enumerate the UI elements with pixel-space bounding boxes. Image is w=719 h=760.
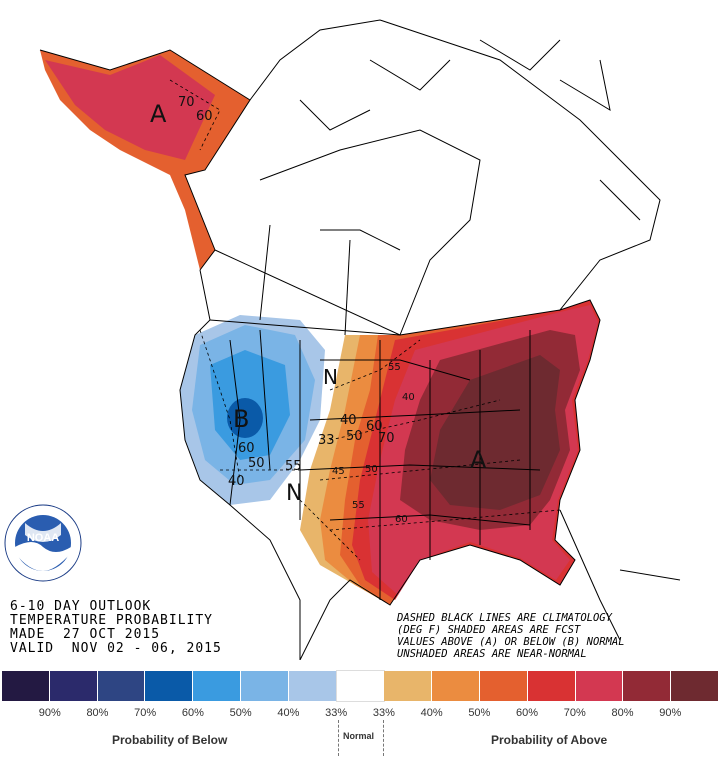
legend-swatch <box>384 671 433 701</box>
legend-percent-label: 80% <box>86 707 109 719</box>
alaska-label-70: 70 <box>178 95 195 110</box>
legend-swatch <box>193 671 241 701</box>
outlook-line1: 6-10 DAY OUTLOOK <box>10 599 152 614</box>
legend-color-bar <box>2 670 718 702</box>
west-below-region <box>180 315 325 505</box>
south-label-55: 55 <box>352 500 365 511</box>
legend-percent-label: 60% <box>516 707 539 719</box>
below-caption: Probability of Below <box>112 733 228 747</box>
noaa-logo-text: NOAA <box>27 532 59 544</box>
alaska-above-marker: A <box>150 100 167 128</box>
alaska-label-60: 60 <box>196 109 213 124</box>
outlook-line2: TEMPERATURE PROBABILITY <box>10 613 214 628</box>
map-labels: A 70 60 B 60 50 40 55 N N 40 33 50 60 70… <box>150 95 487 525</box>
note-line3: VALUES ABOVE (A) OR BELOW (B) NORMAL <box>397 636 625 648</box>
legend-percent-label: 50% <box>468 707 491 719</box>
west-label-55: 55 <box>285 459 302 474</box>
near-normal-n1: N <box>323 365 338 389</box>
mid-label-40: 40 <box>340 413 357 428</box>
legend-swatch <box>97 671 146 701</box>
mid-label-70: 70 <box>378 431 395 446</box>
mid-label-33: 33 <box>318 433 335 448</box>
legend-swatch <box>623 671 672 701</box>
legend-percent-label: 33% <box>325 707 348 719</box>
note-line4: UNSHADED AREAS ARE NEAR-NORMAL <box>397 648 587 660</box>
legend-swatch <box>432 671 480 701</box>
legend-swatch <box>479 671 528 701</box>
legend-percent-labels: 90% 80% 70% 60% 50% 40% 33% 33% 40% 50% 60% 70% 80% 9… <box>2 707 718 719</box>
south-label-60: 60 <box>395 514 408 525</box>
outlook-line4: VALID NOV 02 - 06, 2015 <box>10 641 222 656</box>
east-label-40: 40 <box>402 392 415 403</box>
outlook-map: A 70 60 B 60 50 40 55 N N 40 33 50 60 70… <box>4 19 681 660</box>
normal-separator-right <box>383 720 384 756</box>
near-normal-n2: N <box>286 481 302 506</box>
above-marker: A <box>470 446 487 474</box>
legend-swatch <box>527 671 576 701</box>
normal-caption: Normal <box>343 731 375 741</box>
legend-percent-label: 50% <box>229 707 252 719</box>
legend-percent-label: 90% <box>38 707 61 719</box>
east-label-55: 55 <box>388 362 401 373</box>
legend-swatch <box>671 671 718 701</box>
legend-swatch <box>335 670 386 702</box>
west-label-50: 50 <box>248 456 265 471</box>
legend-percent-label: 33% <box>372 707 395 719</box>
legend-percent-label: 70% <box>134 707 157 719</box>
climatology-lines <box>169 79 561 561</box>
legend-notes: DASHED BLACK LINES ARE CLIMATOLOGY (DEG … <box>397 612 625 660</box>
west-label-40: 40 <box>228 474 245 489</box>
legend-percent-label: 90% <box>659 707 682 719</box>
legend-swatch <box>575 671 624 701</box>
note-line2: (DEG F) SHADED AREAS ARE FCST <box>397 624 581 636</box>
alaska-above-region <box>40 50 250 270</box>
boundaries <box>39 19 681 660</box>
above-caption: Probability of Above <box>491 733 608 747</box>
legend-percent-label: 40% <box>420 707 443 719</box>
south-label-50: 50 <box>365 464 378 475</box>
normal-separator-left <box>338 720 339 756</box>
noaa-logo: NOAA <box>4 504 82 582</box>
mid-label-60: 60 <box>366 419 383 434</box>
west-label-60: 60 <box>238 441 255 456</box>
legend-percent-label: 80% <box>611 707 634 719</box>
legend-percent-label: 70% <box>563 707 586 719</box>
legend-swatch <box>240 671 289 701</box>
south-label-45: 45 <box>332 466 345 477</box>
note-line1: DASHED BLACK LINES ARE CLIMATOLOGY <box>397 612 612 624</box>
below-marker: B <box>233 405 249 433</box>
legend-percent-label: 40% <box>277 707 300 719</box>
east-above-region <box>300 300 600 605</box>
legend-label-spacer <box>694 707 718 719</box>
legend-swatch <box>2 671 50 701</box>
legend-swatch <box>49 671 98 701</box>
legend-percent-label: 60% <box>181 707 204 719</box>
legend-label-spacer <box>2 707 26 719</box>
legend-swatch <box>288 671 337 701</box>
outlook-line3: MADE 27 OCT 2015 <box>10 627 161 642</box>
mid-label-50: 50 <box>346 429 363 444</box>
outlook-title: 6-10 DAY OUTLOOK TEMPERATURE PROBABILITY… <box>10 600 222 656</box>
legend-swatch <box>145 671 194 701</box>
